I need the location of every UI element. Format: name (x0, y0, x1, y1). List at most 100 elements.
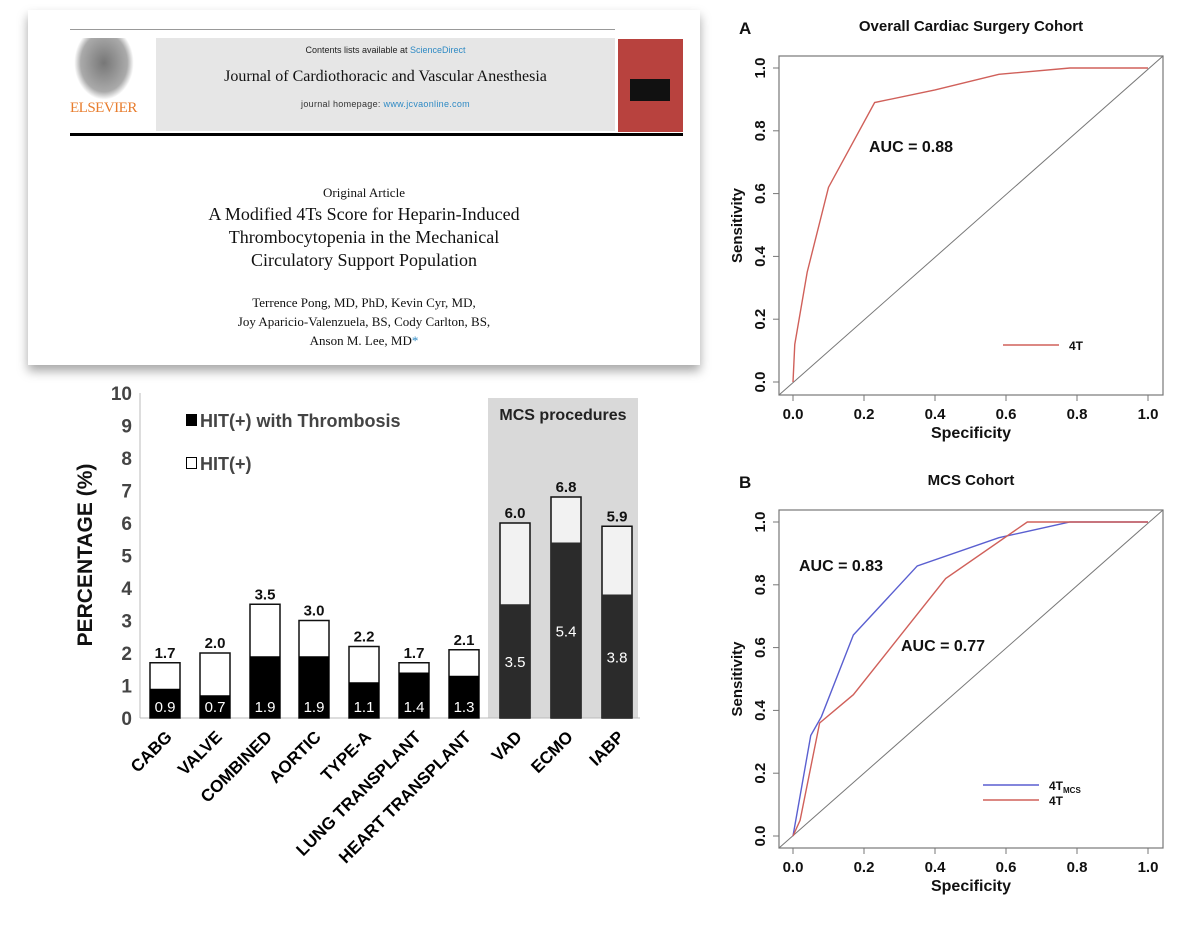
contents-prefix: Contents lists available at (305, 45, 411, 55)
tree-icon (74, 38, 134, 100)
x-tick-label: 0.6 (996, 859, 1017, 876)
data-label-total: 5.9 (607, 508, 628, 525)
y-tick-label: 0.2 (752, 309, 769, 330)
divider-thick (70, 133, 683, 136)
panel-letter: B (739, 473, 751, 492)
bar-thrombosis (349, 682, 379, 718)
author-list: Terrence Pong, MD, PhD, Kevin Cyr, MD, J… (28, 293, 700, 350)
x-category-label: IABP (586, 727, 628, 769)
x-category-label: ECMO (527, 727, 576, 776)
y-tick-label: 8 (121, 449, 132, 470)
y-tick-label: 10 (111, 384, 132, 405)
x-tick-label: 0.0 (783, 859, 804, 876)
y-tick-label: 0.6 (752, 183, 769, 204)
legend-label: 4TMCS (1049, 779, 1081, 795)
x-tick-label: 0.8 (1067, 859, 1088, 876)
x-category-label: AORTIC (265, 727, 325, 787)
y-axis-label: Sensitivity (729, 641, 746, 717)
data-label-thrombosis: 1.9 (304, 699, 325, 716)
data-label-thrombosis: 3.8 (607, 649, 628, 666)
x-category-label: VAD (488, 727, 526, 765)
data-label-thrombosis: 1.9 (255, 699, 276, 716)
journal-cover-image (618, 39, 683, 132)
y-tick-label: 0.2 (752, 763, 769, 784)
reference-diagonal (778, 55, 1164, 396)
x-tick-label: 0.6 (996, 406, 1017, 423)
y-tick-label: 2 (121, 644, 132, 665)
roc-curve (792, 67, 1148, 383)
corresponding-author-mark[interactable]: * (411, 333, 419, 348)
data-label-total: 6.0 (505, 505, 526, 522)
y-tick-label: 0 (121, 709, 132, 730)
y-tick-label: 3 (121, 612, 132, 633)
y-tick-label: 0.4 (752, 245, 769, 267)
y-tick-label: 0.6 (752, 637, 769, 658)
bar-thrombosis (449, 675, 479, 718)
x-category-label: CABG (127, 727, 176, 776)
y-tick-label: 7 (121, 482, 132, 503)
x-tick-label: 1.0 (1138, 859, 1159, 876)
author-line: Terrence Pong, MD, PhD, Kevin Cyr, MD, (252, 295, 476, 310)
reference-diagonal (778, 509, 1164, 849)
x-tick-label: 0.0 (783, 406, 804, 423)
publisher-name: ELSEVIER (70, 100, 137, 116)
author-line-text: Anson M. Lee, MD (309, 333, 412, 348)
data-label-total: 3.5 (255, 586, 276, 603)
article-title-text: A Modified 4Ts Score for Heparin-Induced… (208, 204, 520, 270)
x-tick-label: 0.2 (854, 406, 875, 423)
journal-title: Journal of Cardiothoracic and Vascular A… (224, 68, 547, 85)
y-tick-label: 0.8 (752, 574, 769, 595)
data-label-total: 3.0 (304, 603, 325, 620)
legend-label-thrombosis: HIT(+) with Thrombosis (200, 411, 401, 431)
roc-title: Overall Cardiac Surgery Cohort (859, 18, 1083, 35)
contents-line: Contents lists available at ScienceDirec… (156, 45, 615, 55)
x-axis-label: Specificity (931, 878, 1011, 895)
y-axis-label: PERCENTAGE (%) (74, 464, 97, 647)
data-label-thrombosis: 1.4 (404, 699, 425, 716)
auc-annotation: AUC = 0.77 (901, 638, 985, 655)
plot-frame (778, 55, 1164, 396)
y-tick-label: 1 (121, 677, 132, 698)
divider (70, 29, 615, 30)
y-tick-label: 0.4 (752, 699, 769, 721)
journal-banner: Contents lists available at ScienceDirec… (156, 38, 615, 131)
bar-thrombosis (150, 688, 180, 718)
data-label-total: 2.0 (205, 635, 226, 652)
bar-thrombosis (200, 695, 230, 718)
roc-title: MCS Cohort (928, 472, 1015, 489)
bar-thrombosis (250, 656, 280, 718)
data-label-total: 2.1 (454, 632, 475, 649)
x-axis-label: Specificity (931, 425, 1011, 442)
bar-thrombosis (399, 672, 429, 718)
legend-subscript: MCS (1063, 786, 1081, 795)
elsevier-logo: ELSEVIER (70, 38, 138, 118)
homepage-prefix: journal homepage: (301, 99, 384, 109)
author-line: Joy Aparicio-Valenzuela, BS, Cody Carlto… (237, 314, 491, 329)
y-tick-label: 1.0 (752, 512, 769, 533)
x-tick-label: 0.2 (854, 859, 875, 876)
x-tick-label: 0.8 (1067, 406, 1088, 423)
x-tick-label: 0.4 (925, 859, 947, 876)
paper-header-card: ELSEVIER Contents lists available at Sci… (28, 10, 700, 365)
legend-swatch-thrombosis (186, 414, 197, 426)
article-type: Original Article (323, 185, 405, 200)
data-label-total: 2.2 (354, 629, 375, 646)
homepage-link[interactable]: www.jcvaonline.com (383, 99, 470, 109)
y-tick-label: 1.0 (752, 58, 769, 79)
data-label-thrombosis: 0.9 (155, 699, 176, 716)
y-tick-label: 6 (121, 514, 132, 535)
y-tick-label: 5 (121, 547, 132, 568)
sciencedirect-link[interactable]: ScienceDirect (410, 45, 466, 55)
x-tick-label: 1.0 (1138, 406, 1159, 423)
plot-frame (778, 509, 1164, 849)
y-tick-label: 0.8 (752, 120, 769, 141)
y-tick-label: 4 (121, 579, 132, 600)
data-label-thrombosis: 0.7 (205, 699, 226, 716)
author-line: Anson M. Lee, MD* (28, 331, 700, 350)
cover-photo (630, 79, 670, 101)
roc-curve (792, 521, 1148, 837)
auc-annotation: AUC = 0.83 (799, 558, 883, 575)
y-axis-label: Sensitivity (729, 187, 746, 263)
